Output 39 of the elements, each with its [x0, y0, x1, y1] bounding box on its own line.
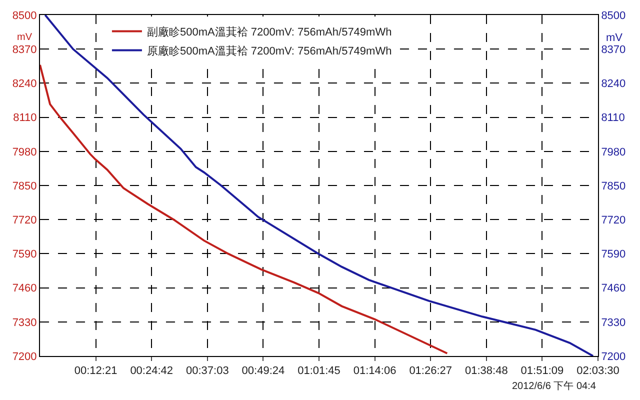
legend-label: 原廠眕500mA溫萁袷 7200mV: 756mAh/5749mWh	[146, 44, 392, 58]
y-tick-label: 8370	[12, 44, 37, 56]
y2-axis-title: mV	[606, 32, 624, 44]
x-tick-label: 01:14:06	[353, 365, 396, 378]
y2-tick-label: 7460	[601, 282, 626, 295]
x-tick-label: 02:03:30	[576, 365, 620, 378]
y2-tick-label: 7590	[601, 248, 626, 261]
y2-tick-label: 7850	[601, 180, 626, 192]
text: 2012/6/6 下午 04:4	[512, 380, 596, 392]
y-axis-title: mV	[17, 32, 32, 43]
x-tick-label: 00:37:03	[186, 365, 229, 378]
y2-tick-label: 7980	[601, 146, 626, 158]
y2-tick-label: 7720	[601, 214, 626, 226]
x-tick-label: 00:49:24	[242, 365, 285, 378]
y-tick-label: 7720	[12, 214, 37, 226]
y2-tick-label: 8370	[601, 44, 626, 56]
y-tick-label: 7850	[12, 180, 37, 192]
y-tick-label: 7200	[12, 350, 37, 363]
y2-tick-label: 8110	[601, 112, 625, 124]
y2-tick-label: 7330	[601, 316, 626, 329]
y-tick-label: 7330	[12, 316, 37, 329]
y-tick-label: 7980	[12, 146, 37, 158]
y-tick-label: 8110	[13, 112, 37, 124]
line-series	[44, 15, 594, 356]
x-tick-label: 01:01:45	[298, 365, 340, 378]
y2-tick-label: 8500	[601, 10, 626, 22]
y-tick-label: 7460	[12, 282, 37, 295]
y-tick-label: 8500	[12, 10, 37, 22]
legend-label: 副廠眕500mA溫萁袷 7200mV: 756mAh/5749mWh	[146, 25, 392, 38]
y-tick-label: 8240	[12, 78, 37, 90]
y-tick-label: 7590	[12, 248, 37, 261]
line-series	[40, 64, 448, 354]
x-tick-label: 00:24:42	[130, 365, 174, 378]
y2-tick-label: 8240	[601, 78, 626, 90]
y2-tick-label: 7200	[601, 350, 626, 363]
x-tick-label: 00:12:21	[74, 365, 118, 378]
x-tick-label: 01:26:27	[409, 365, 452, 378]
x-tick-label: 01:38:48	[464, 365, 508, 378]
x-tick-label: 01:51:09	[520, 365, 564, 378]
